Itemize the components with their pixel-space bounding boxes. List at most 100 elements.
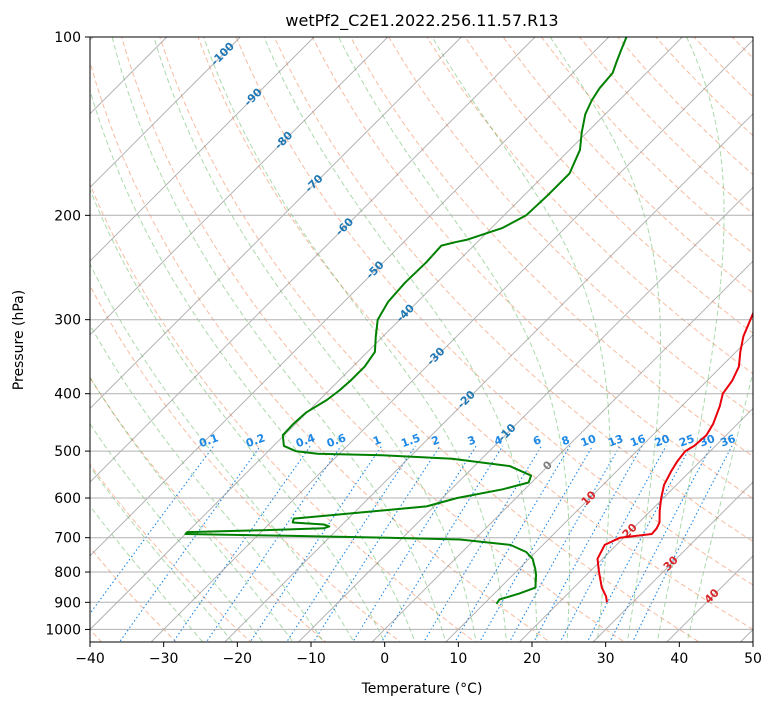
y-tick-label: 400 (54, 387, 81, 403)
dry-adiabat (235, 37, 753, 586)
y-tick-label: 600 (54, 491, 81, 507)
isotherm (297, 186, 753, 642)
mixing-ratio-label: 8 (560, 433, 572, 448)
plot-area: -100-90-80-70-60-50-40-30-20-10010203040… (90, 37, 775, 654)
mixing-ratio-label: 2 (430, 433, 442, 448)
mixing-ratio-label: 0.2 (244, 431, 267, 450)
pressure-gridlines (90, 37, 753, 630)
mixing-ratio-line (533, 445, 643, 642)
isotherm (592, 481, 753, 642)
mixing-ratio-line (286, 445, 416, 642)
x-tick-label: 40 (670, 651, 688, 667)
dry-adiabat (350, 37, 753, 458)
x-tick-label: 50 (744, 651, 762, 667)
isotherm (445, 334, 753, 642)
dry-adiabat (121, 37, 626, 642)
dry-adiabat (693, 37, 753, 98)
mixing-ratio-line (90, 445, 215, 615)
mixing-ratio-label: 13 (606, 432, 625, 449)
y-tick-label: 1000 (45, 622, 81, 638)
isotherm (518, 407, 753, 642)
mixing-ratio-label: 4 (492, 433, 504, 448)
mixing-ratio-label: 1 (371, 433, 383, 448)
y-tick-label: 900 (54, 595, 81, 611)
mixing-ratio-label: 0.6 (325, 431, 348, 450)
dry-adiabat (617, 37, 753, 176)
isotherm-label: -40 (394, 301, 417, 324)
x-tick-label: −10 (296, 651, 326, 667)
dewpoint-profile (184, 37, 628, 605)
isotherm (90, 37, 389, 336)
mixing-ratio-label: 30 (698, 432, 717, 450)
moist-adiabat (686, 370, 753, 642)
chart-title: wetPf2_C2E1.2022.256.11.57.R13 (285, 11, 558, 31)
mixing-ratio-label: 6 (531, 433, 543, 448)
y-tick-label: 100 (54, 30, 81, 46)
dry-adiabat (90, 284, 402, 642)
dry-adiabat (90, 463, 252, 642)
moist-adiabats (90, 37, 753, 642)
moist-adiabat (153, 37, 477, 642)
dry-adiabat (90, 60, 551, 642)
dry-adiabat (159, 37, 701, 642)
x-axis-label: Temperature (°C) (361, 681, 483, 697)
isotherm (90, 37, 536, 483)
mixing-ratio-label: 25 (677, 432, 696, 449)
y-tick-label: 500 (54, 444, 81, 460)
moist-adiabat (111, 37, 447, 642)
mixing-ratio-line (205, 445, 342, 642)
y-tick-label: 700 (54, 531, 81, 547)
mixing-ratio-label: 0.1 (197, 431, 220, 450)
isotherm (90, 37, 463, 410)
profiles (184, 37, 753, 605)
y-tick-label: 300 (54, 313, 81, 329)
mixing-ratio-label: 0.4 (294, 431, 317, 450)
x-tick-label: 20 (523, 651, 541, 667)
y-tick-label: 200 (54, 208, 81, 224)
dry-adiabat (388, 37, 753, 416)
x-axis: −40 −30 −20 −10 0 10 20 30 40 50 (75, 642, 762, 667)
isotherm (90, 37, 315, 262)
isotherm (90, 37, 242, 189)
moist-adiabat (203, 37, 508, 642)
moist-adiabat (90, 505, 204, 642)
mixing-ratio-label: 3 (466, 433, 478, 448)
x-tick-label: −30 (149, 651, 179, 667)
mixing-ratio-line (312, 445, 441, 642)
x-tick-label: 30 (597, 651, 615, 667)
isotherm-label: -70 (302, 172, 325, 195)
moist-adiabat (549, 37, 662, 642)
isotherm (90, 37, 610, 557)
moist-adiabat (90, 88, 416, 642)
moist-adiabat (90, 188, 385, 642)
plot-frame (89, 36, 754, 643)
dry-adiabat (770, 37, 775, 654)
moist-adiabat (656, 37, 725, 642)
mixing-ratio-label: 16 (628, 432, 647, 450)
y-axis-label: Pressure (hPa) (11, 290, 27, 390)
dry-adiabat (273, 37, 753, 543)
mixing-ratio-label: 20 (653, 432, 672, 450)
moist-adiabat (90, 376, 294, 642)
dry-adiabat (426, 37, 753, 375)
dry-adiabat (541, 37, 753, 254)
mixing-ratio-line (454, 445, 571, 642)
moist-adiabat (90, 262, 355, 642)
mixing-ratio-label: 10 (579, 432, 598, 450)
mixing-ratio-line (380, 445, 504, 642)
isotherm (739, 628, 753, 642)
mixing-ratio-label: 36 (719, 432, 738, 450)
dry-adiabat (731, 37, 753, 59)
isotherm-label: -20 (455, 388, 478, 411)
mixing-ratio-labels: 0.1 0.2 0.4 0.6 1 1.5 2 3 4 6 8 10 13 16 20 25 30 36 (197, 431, 737, 450)
moist-adiabat (90, 323, 324, 642)
mixing-ratio-line (479, 445, 594, 642)
isotherm (90, 37, 684, 631)
isotherm (371, 260, 753, 642)
isotherm (224, 113, 753, 642)
isotherm (150, 39, 753, 642)
mixing-ratio-label: 1.5 (399, 431, 422, 450)
dry-adiabat (311, 37, 753, 500)
